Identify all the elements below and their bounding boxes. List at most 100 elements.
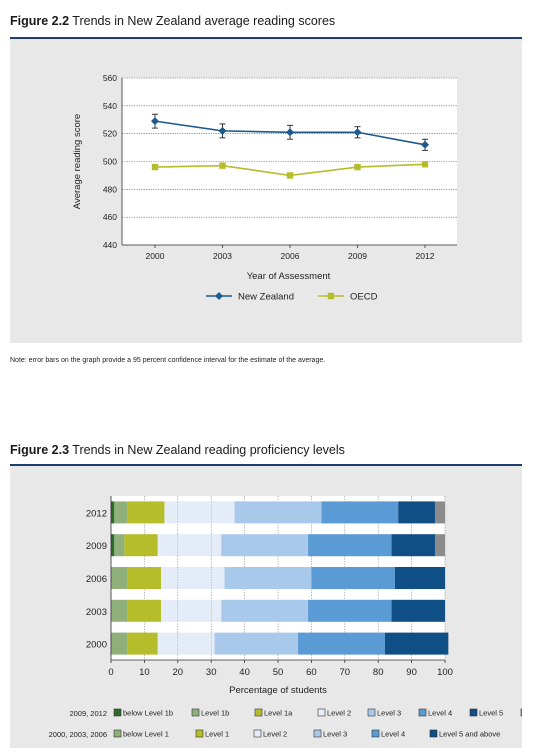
legend-swatch-1-level-1: [195, 729, 204, 738]
legend-swatch-1-level-4: [371, 729, 380, 738]
bar-segment-2006-below-level-1: [111, 567, 128, 589]
figure-2-2-heading: Trends in New Zealand average reading sc…: [72, 14, 336, 28]
category-label-2003: 2003: [86, 607, 107, 618]
legend-row-label-1: 2000, 2003, 2006: [49, 730, 107, 739]
bar-segment-2012-level-1a: [127, 501, 165, 524]
legend-swatch-0-level-5: [469, 708, 478, 717]
bar-segment-2009-level-5: [391, 534, 435, 557]
legend-swatch-1-below-level-1: [113, 729, 122, 738]
figure-2-2-label: Figure 2.2: [10, 14, 70, 28]
legend-row-label-0: 2009, 2012: [69, 709, 107, 718]
legend-label-1-level-2: Level 2: [263, 730, 287, 739]
figure-2-3-heading: Trends in New Zealand reading proficienc…: [72, 443, 345, 457]
legend-label-0-level-5: Level 5: [479, 709, 503, 718]
legend-swatch-1-level-3: [313, 729, 322, 738]
bar-segment-2003-level-2: [161, 599, 222, 622]
x-tick-label-2012: 2012: [416, 251, 435, 261]
legend-label-0-below-level-1b: below Level 1b: [123, 709, 173, 718]
bar-segment-2009-level-4: [308, 534, 392, 557]
x-tick-label-50: 50: [273, 667, 284, 678]
bar-segment-2006-level-1: [127, 567, 162, 589]
figure-2-3-panel: 0 10 20 30 40 50 60 70 80 90 100 2012 2009 2006 2003 20…: [10, 466, 534, 748]
x-tick-label-2000: 2000: [146, 251, 165, 261]
point-new-zealand-2009: [353, 128, 362, 137]
category-label-2006: 2006: [86, 574, 107, 585]
x-tick-label-2009: 2009: [348, 251, 367, 261]
legend-swatch-0-level-1a: [254, 708, 263, 717]
legend-swatch-0-level-2: [317, 708, 326, 717]
y-tick-label-520: 520: [103, 129, 117, 139]
y-tick-label-440: 440: [103, 240, 117, 250]
y-tick-label-460: 460: [103, 212, 117, 222]
x-tick-label-90: 90: [406, 667, 417, 678]
bar-segment-2000-level-2: [157, 632, 215, 655]
bar-segment-2009-level-3: [221, 534, 309, 557]
y-tick-label-560: 560: [103, 73, 117, 83]
legend-label-0-level-3: Level 3: [377, 709, 401, 718]
bar-segment-2003-level-3: [221, 599, 309, 622]
bar-segment-2009-level-6: [434, 534, 445, 557]
y-tick-label-540: 540: [103, 101, 117, 111]
figure-2-2-note: Note: error bars on the graph provide a …: [10, 357, 326, 364]
bar-segment-2000-level-5-and-above: [384, 632, 449, 655]
bar-segment-2000-level-3: [214, 632, 299, 655]
x-tick-label-40: 40: [239, 667, 250, 678]
legend-label-1-below-level-1: below Level 1: [123, 730, 169, 739]
bar-segment-2012-level-3: [234, 501, 322, 524]
category-label-2009: 2009: [86, 541, 107, 552]
bar-segment-2012-level-1b: [114, 501, 128, 524]
bar-segment-2012-level-6: [434, 501, 445, 524]
bar-segment-2000-level-4: [298, 632, 385, 655]
plot-area: [122, 78, 457, 245]
point-oecd-2009: [354, 163, 361, 171]
category-label-2000: 2000: [86, 640, 107, 651]
bar-segment-2012-level-2: [164, 501, 235, 524]
legend-label-1-level-5-and-above: Level 5 and above: [439, 730, 500, 739]
x-tick-label-30: 30: [206, 667, 217, 678]
bar-segment-2009-level-1b: [114, 534, 125, 557]
figure-2-3-title: Figure 2.3 Trends in New Zealand reading…: [10, 443, 345, 457]
bar-segment-2000-below-level-1: [111, 632, 128, 655]
legend-swatch-0-below-level-1b: [113, 708, 122, 717]
legend-label-0-level-2: Level 2: [327, 709, 351, 718]
bar-segment-2012-level-4: [321, 501, 399, 524]
point-new-zealand-2012: [421, 140, 429, 149]
point-new-zealand-2006: [286, 128, 294, 137]
bar-segment-2003-below-level-1: [111, 599, 128, 622]
x-tick-label-2006: 2006: [281, 251, 300, 261]
bar-segment-2009-below-level-1b: [111, 534, 115, 557]
point-new-zealand-2003: [218, 126, 227, 135]
bar-segment-2006-level-4: [311, 567, 395, 589]
point-new-zealand-2000: [151, 117, 159, 126]
legend-swatch-0-level-4: [418, 708, 427, 717]
legend-label-1-level-1: Level 1: [205, 730, 229, 739]
x-tick-label-60: 60: [306, 667, 317, 678]
y-tick-label-500: 500: [103, 157, 117, 167]
legend-label-1-level-3: Level 3: [323, 730, 347, 739]
x-tick-label-0: 0: [108, 667, 113, 678]
x-tick-label-70: 70: [340, 667, 351, 678]
point-oecd-2003: [219, 162, 226, 169]
bar-segment-2000-level-1: [127, 632, 158, 655]
figure-2-2-title: Figure 2.2 Trends in New Zealand average…: [10, 14, 335, 28]
y-axis-label: Average reading score: [72, 114, 83, 209]
legend-label-0-level-1b: Level 1b: [201, 709, 229, 718]
x-tick-label-20: 20: [173, 667, 184, 678]
legend-swatch-1-level-5-and-above: [429, 729, 438, 738]
stacked-bar-chart: 0 10 20 30 40 50 60 70 80 90 100 2012 2009 2006 2003 20…: [49, 496, 534, 739]
legend-label-1-level-4: Level 4: [381, 730, 405, 739]
line-chart: 440 460 480 500 520 540 560 2000 2003 2006 2009 201…: [72, 73, 457, 303]
bar-segment-2012-level-5: [398, 501, 435, 524]
x-tick-label-100: 100: [437, 667, 453, 678]
legend-label-0-level-4: Level 4: [428, 709, 452, 718]
bar-segment-2003-level-1: [127, 599, 162, 622]
legend-swatch-0-level-1b: [191, 708, 200, 717]
category-label-2012: 2012: [86, 508, 107, 519]
legend-swatch-0-level-6: [520, 708, 529, 717]
figure-2-3-label: Figure 2.3: [10, 443, 70, 457]
legend-marker-oecd: [327, 292, 335, 300]
legend-swatch-0-level-3: [367, 708, 376, 717]
x-tick-label-80: 80: [373, 667, 384, 678]
x-axis-label: Year of Assessment: [247, 271, 331, 282]
figure-2-2-rule: [10, 37, 522, 39]
